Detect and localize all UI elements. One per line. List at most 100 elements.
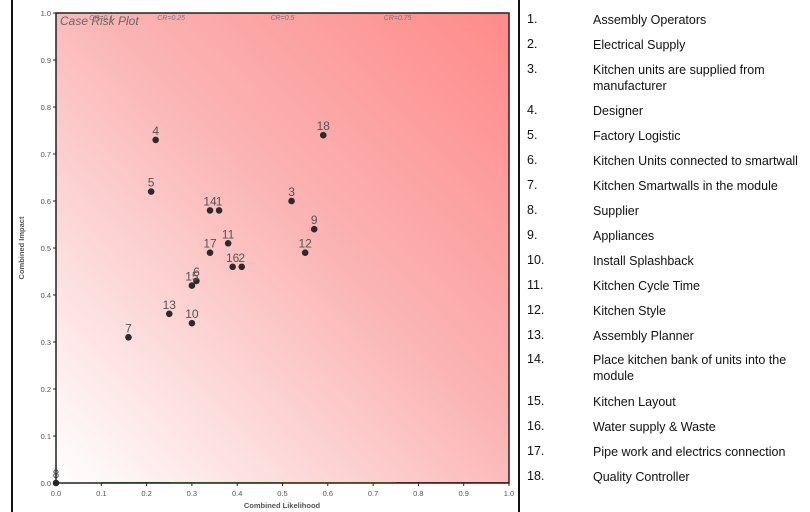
data-point (206, 249, 214, 256)
legend-item-label: Appliances (593, 229, 655, 243)
y-axis-label: Combined Impact (17, 216, 26, 279)
data-point (238, 263, 246, 271)
legend-item-number: 12. (527, 303, 545, 317)
y-tick-label: 0.6 (41, 197, 51, 206)
data-point (319, 131, 327, 139)
point-label: 15 (185, 270, 199, 284)
right-border (518, 0, 520, 512)
x-tick-label: 0.9 (458, 489, 468, 498)
legend-item-number: 9. (527, 228, 538, 242)
legend-item-number: 11. (527, 278, 544, 292)
data-point (224, 240, 232, 247)
data-point (125, 334, 132, 341)
left-border (11, 0, 13, 512)
chart-title: Case Risk Plot (60, 14, 139, 28)
legend-item-label: Assembly Operators (593, 13, 707, 27)
x-tick-label: 0.1 (96, 489, 106, 498)
legend-item-number: 7. (527, 178, 538, 192)
point-label: 2 (238, 251, 245, 265)
contour-label-layer: CR=0.1 CR=0.25 CR=0.5 CR=0.75 (89, 15, 411, 22)
legend-item-number: 2. (527, 37, 538, 51)
legend-item-label: Electrical Supply (593, 38, 686, 52)
x-tick-label: 0.8 (413, 489, 423, 498)
legend-item-number: 1. (527, 12, 538, 26)
x-tick-label: 0.3 (187, 489, 197, 498)
x-tick-label: 0.2 (141, 489, 151, 498)
legend-item-number: 15. (527, 394, 545, 408)
x-tick-label: 1.0 (504, 489, 514, 498)
data-point (301, 249, 309, 256)
x-tick-label: 0.7 (368, 489, 378, 498)
point-label: 16 (226, 251, 240, 265)
point-label: 9 (311, 213, 318, 227)
point-label: 13 (163, 298, 177, 312)
x-tick-label: 0.0 (51, 489, 61, 498)
data-point (188, 319, 196, 327)
point-label: 14 (203, 194, 217, 208)
x-tick-label: 0.5 (277, 489, 287, 498)
point-label: 1 (216, 194, 223, 208)
legend-item-number: 10. (527, 253, 545, 267)
legend-item-label: Kitchen Units connected to smartwall (593, 154, 798, 168)
point-label: 17 (203, 237, 217, 251)
data-point (288, 197, 295, 205)
point-label: 18 (317, 119, 331, 133)
legend-item-label: Pipe work and electrics connection (593, 445, 786, 459)
data-point (165, 310, 173, 318)
data-point (310, 225, 318, 233)
legend-item-label: Quality Controller (593, 470, 690, 484)
data-point (188, 282, 196, 289)
legend-item-label: Assembly Planner (593, 329, 694, 343)
legend-item-label: Kitchen Style (593, 304, 666, 318)
contour-label: CR=0.25 (157, 15, 185, 22)
legend-item-label: Kitchen Cycle Time (593, 279, 700, 293)
point-label: 12 (298, 237, 312, 251)
legend-item-number: 8. (527, 203, 538, 217)
data-point (152, 136, 159, 144)
point-label: 4 (152, 124, 159, 138)
data-point (193, 277, 200, 285)
x-axis-label: Combined Likelihood (244, 501, 321, 510)
data-point (229, 263, 236, 271)
x-tick-label: 0.6 (323, 489, 333, 498)
legend-list: 1. Assembly Operators 2. Electrical Supply 3… (527, 0, 810, 512)
y-tick-label: 1.0 (41, 9, 51, 18)
point-label: 10 (185, 307, 199, 321)
y-tick-label: 0.0 (41, 479, 51, 488)
point-label: 11 (222, 227, 235, 241)
y-tick-label: 0.8 (41, 103, 51, 112)
data-point (206, 207, 214, 214)
legend-item-number: 6. (527, 153, 538, 167)
y-tick-label: 0.9 (41, 56, 51, 65)
risk-plot-chart: CR=0.1 CR=0.25 CR=0.5 CR=0.75 Case Risk Plo… (11, 0, 520, 512)
legend-item-number: 13. (527, 328, 545, 342)
legend-item-label: Kitchen Layout (593, 395, 676, 409)
contour-label: CR=0.5 (271, 15, 295, 22)
point-label: 7 (125, 321, 132, 335)
y-tick-label: 0.1 (41, 432, 51, 441)
legend-item-label: Factory Logistic (593, 129, 681, 143)
axis-layer: 0.0 0.1 0.2 0.3 0.4 0.5 0.6 0.7 0.8 0.9 1.0 0.0 0.1 0… (41, 9, 515, 498)
legend-item-number: 3. (527, 62, 538, 76)
legend-item-number: 14. (527, 352, 545, 366)
plot-background (56, 13, 509, 483)
legend-item-number: 4. (527, 103, 538, 117)
data-point (215, 207, 223, 214)
y-tick-label: 0.5 (41, 244, 51, 253)
point-label: 5 (148, 176, 155, 190)
legend-item-number: 16. (527, 419, 545, 433)
legend-item-label: Designer (593, 104, 644, 118)
legend-item-label: Install Splashback (593, 254, 694, 268)
point-label: 6 (193, 265, 200, 279)
legend-item-label: Water supply & Waste (593, 420, 716, 434)
legend-item-number: 18. (527, 469, 545, 483)
y-tick-label: 0.2 (41, 385, 51, 394)
point-label: 3 (288, 185, 295, 199)
y-tick-label: 0.3 (41, 338, 51, 347)
legend-item-label: Place kitchen bank of units into the mod… (593, 353, 787, 383)
contour-label: CR=0.75 (384, 15, 412, 22)
legend-item-number: 5. (527, 128, 538, 142)
y-tick-label: 0.4 (41, 291, 51, 300)
data-point (147, 188, 155, 195)
